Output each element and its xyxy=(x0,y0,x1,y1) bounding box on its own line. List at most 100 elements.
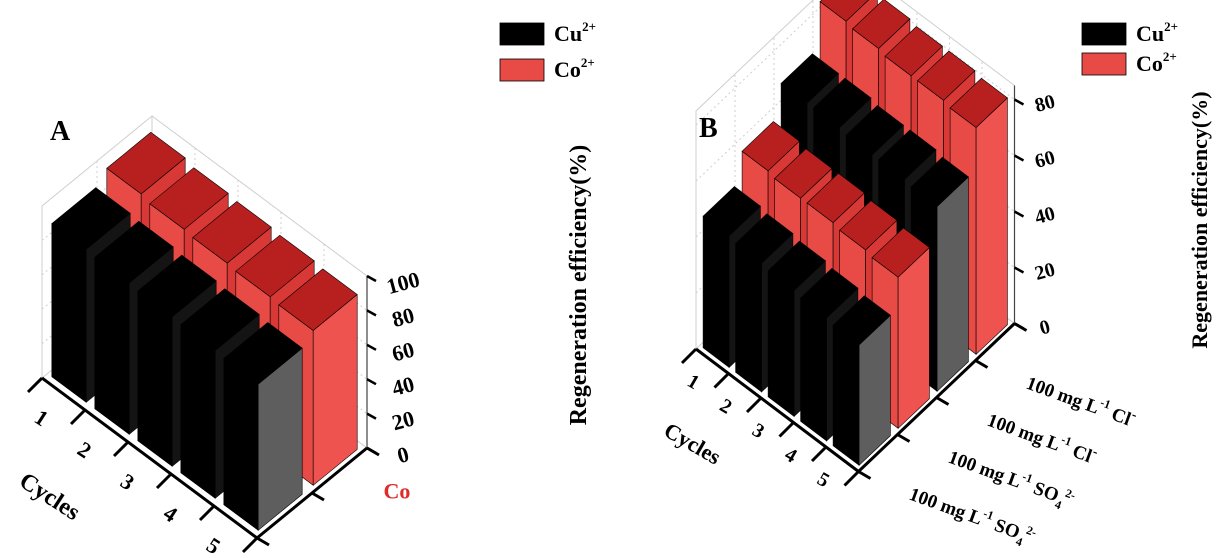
y-tick xyxy=(256,536,270,547)
row-label-co: Co xyxy=(384,479,411,504)
co-legend-label: Co2+ xyxy=(1136,49,1177,76)
x-tick xyxy=(112,440,130,458)
x-tick-label: 3 xyxy=(116,468,139,495)
panel-label: B xyxy=(699,113,718,144)
bar-top-face xyxy=(800,268,859,319)
bar-top-face xyxy=(235,234,315,298)
x-tick-label: 3 xyxy=(748,419,768,443)
z-tick xyxy=(1013,266,1025,274)
x-tick xyxy=(745,396,763,414)
x-tick-label: 2 xyxy=(716,395,736,419)
z-tick-label: 40 xyxy=(389,371,417,401)
x-tick-label: 2 xyxy=(73,436,96,463)
x-tick xyxy=(680,347,698,365)
x-axis-line xyxy=(41,376,258,540)
row-label-cu: Cu xyxy=(381,554,409,558)
bar-top-face xyxy=(223,322,303,385)
z-tick xyxy=(366,412,377,420)
x-axis-title: Cycles xyxy=(660,417,726,469)
x-tick xyxy=(713,372,730,389)
bar-side-face xyxy=(975,97,1008,355)
z-gridline xyxy=(881,0,1015,100)
x-tick xyxy=(26,376,44,394)
x-tick xyxy=(241,536,259,554)
bar-top-face xyxy=(813,77,872,128)
bar-top-face xyxy=(832,295,891,346)
bar-side-face xyxy=(936,176,969,392)
x-axis-title: Cycles xyxy=(14,468,84,526)
legend: Cu2+ Co2+ xyxy=(1081,19,1178,76)
bar-front-face xyxy=(94,256,130,435)
bar-top-face xyxy=(774,148,833,199)
x-tick xyxy=(810,445,828,463)
x-tick-label: 1 xyxy=(683,370,703,394)
bar-top-face xyxy=(106,131,186,195)
bar-front-face xyxy=(767,270,795,418)
y-tick xyxy=(311,491,325,502)
bar-top-face xyxy=(94,220,174,284)
row-label-3: 100 mg L-1 Cl- xyxy=(984,406,1100,469)
row-label-1: 100 mg L-1 SO42- xyxy=(905,480,1039,552)
bar-top-face xyxy=(884,26,943,77)
z-tick xyxy=(1013,210,1025,218)
bar-top-face xyxy=(949,77,1008,128)
bar-top-face xyxy=(149,167,229,230)
bar-front-face xyxy=(51,223,87,403)
z-tick xyxy=(1013,154,1025,162)
bar-top-face xyxy=(180,288,260,351)
co-legend-label: Co2+ xyxy=(554,55,595,82)
x-tick xyxy=(69,408,87,426)
z-tick xyxy=(366,378,377,386)
bar-front-face xyxy=(735,242,762,393)
z-tick xyxy=(366,446,377,455)
z-tick xyxy=(366,274,377,283)
z-tick-label: 20 xyxy=(1032,258,1057,284)
z-tick xyxy=(366,309,377,317)
x-tick-label: 4 xyxy=(781,444,801,468)
z-gridline xyxy=(695,32,853,182)
bar-top-face xyxy=(780,53,839,104)
y-tick xyxy=(896,433,911,443)
panel-label: A xyxy=(50,116,71,147)
bar-front-face xyxy=(800,297,827,442)
z-tick xyxy=(1013,98,1025,106)
z-tick xyxy=(1013,322,1025,330)
legend: Cu2+ Co2+ xyxy=(499,19,596,82)
x-tick xyxy=(843,470,860,487)
row-label-4: 100 mg L-1 Cl- xyxy=(1023,369,1139,432)
x-tick xyxy=(778,421,795,438)
bar-top-face xyxy=(878,129,937,180)
co-legend-swatch xyxy=(1081,52,1127,76)
z-axis-title: Regeneration efficiency(%) xyxy=(566,145,592,426)
z-tick-label: 0 xyxy=(1037,316,1052,340)
bar-top-face xyxy=(917,50,976,101)
x-tick-label: 4 xyxy=(159,500,182,527)
x-axis-line xyxy=(695,347,860,473)
z-tick-label: 100 xyxy=(384,266,422,299)
bar-top-face xyxy=(741,121,800,172)
cu-legend-label: Cu2+ xyxy=(554,19,596,46)
bar-top-face xyxy=(819,0,869,22)
cu-legend-label: Cu2+ xyxy=(1136,19,1178,46)
bar-b-Cu2-SO4-2--cycle-5 xyxy=(832,295,891,466)
bar-top-face xyxy=(192,201,272,264)
bar-top-face xyxy=(839,200,898,251)
cu-legend-swatch xyxy=(499,22,545,46)
bar-top-face xyxy=(871,227,930,278)
z-tick xyxy=(366,343,377,351)
bar-top-face xyxy=(845,105,904,156)
bar-top-face xyxy=(852,0,911,49)
bar-a-Cu2--cycle-5 xyxy=(223,322,303,531)
bar-b-Co2-SO4-2--cycle-5 xyxy=(871,227,930,429)
z-tick-label: 40 xyxy=(1032,202,1057,228)
bar-top-face xyxy=(910,156,969,207)
z-tick-label: 60 xyxy=(1032,146,1057,172)
y-tick xyxy=(935,396,950,406)
bar-front-face xyxy=(223,357,259,531)
bar-front-face xyxy=(702,215,730,369)
x-tick-label: 1 xyxy=(30,404,53,431)
